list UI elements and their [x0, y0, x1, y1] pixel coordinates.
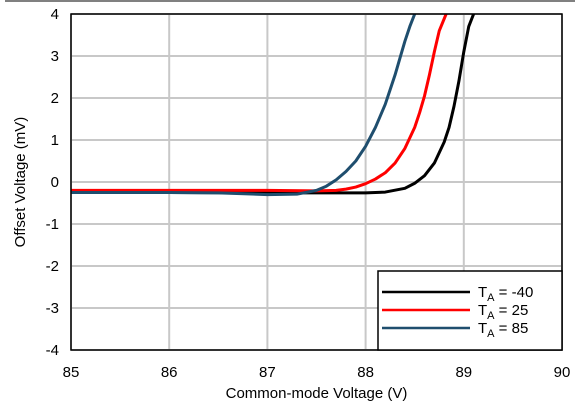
- x-tick-labels: 85 86 87 88 89 90: [63, 364, 571, 381]
- x-tick-label: 90: [554, 364, 571, 381]
- series-layer: [71, 14, 476, 197]
- y-axis-title: Offset Voltage (mV): [12, 117, 29, 248]
- y-tick-label: -1: [46, 216, 59, 233]
- x-tick-label: 89: [455, 364, 472, 381]
- y-tick-label: -3: [46, 300, 59, 317]
- x-axis-title: Common-mode Voltage (V): [226, 385, 408, 402]
- plot-frame: [70, 13, 563, 351]
- y-tick-label: 1: [51, 132, 59, 149]
- y-tick-label: -2: [46, 258, 59, 275]
- x-tick-label: 86: [161, 364, 178, 381]
- x-tick-label: 88: [357, 364, 374, 381]
- x-tick-label: 85: [63, 364, 80, 381]
- x-tick-label: 87: [259, 364, 276, 381]
- legend-label-1: TA = 25: [478, 302, 528, 322]
- y-tick-labels: 4 3 2 1 0 -1 -2 -3 -4: [46, 6, 59, 359]
- y-tick-label: 4: [51, 6, 59, 23]
- y-tick-label: 3: [51, 48, 59, 65]
- legend-label-2: TA = 85: [478, 320, 528, 340]
- legend-label-0: TA = -40: [478, 284, 533, 304]
- y-tick-label: -4: [46, 342, 59, 359]
- y-tick-label: 0: [51, 174, 59, 191]
- series-line-2: [71, 14, 417, 197]
- y-tick-label: 2: [51, 90, 59, 107]
